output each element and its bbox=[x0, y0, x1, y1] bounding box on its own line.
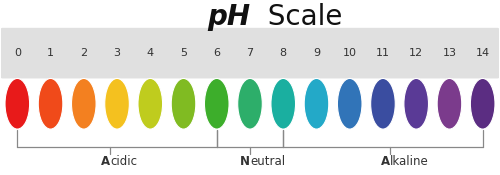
Text: 4: 4 bbox=[146, 48, 154, 58]
Text: 11: 11 bbox=[376, 48, 390, 58]
Text: 6: 6 bbox=[214, 48, 220, 58]
Text: 7: 7 bbox=[246, 48, 254, 58]
Text: A: A bbox=[102, 155, 110, 168]
Ellipse shape bbox=[38, 78, 63, 129]
Text: Scale: Scale bbox=[250, 3, 342, 31]
Text: 2: 2 bbox=[80, 48, 88, 58]
Ellipse shape bbox=[437, 78, 462, 129]
Text: 13: 13 bbox=[442, 48, 456, 58]
Ellipse shape bbox=[404, 78, 428, 129]
Ellipse shape bbox=[171, 78, 196, 129]
Text: 9: 9 bbox=[313, 48, 320, 58]
Ellipse shape bbox=[138, 78, 162, 129]
Text: 1: 1 bbox=[47, 48, 54, 58]
Ellipse shape bbox=[204, 78, 229, 129]
Text: 8: 8 bbox=[280, 48, 287, 58]
Text: 0: 0 bbox=[14, 48, 21, 58]
Text: eutral: eutral bbox=[250, 155, 285, 168]
Text: 5: 5 bbox=[180, 48, 187, 58]
Ellipse shape bbox=[238, 78, 262, 129]
Ellipse shape bbox=[338, 78, 362, 129]
Ellipse shape bbox=[72, 78, 96, 129]
Ellipse shape bbox=[470, 78, 495, 129]
Ellipse shape bbox=[370, 78, 396, 129]
Text: 10: 10 bbox=[342, 48, 356, 58]
Text: pH: pH bbox=[207, 3, 250, 31]
Text: 3: 3 bbox=[114, 48, 120, 58]
Text: lkaline: lkaline bbox=[390, 155, 428, 168]
Text: 14: 14 bbox=[476, 48, 490, 58]
Text: N: N bbox=[240, 155, 250, 168]
FancyBboxPatch shape bbox=[0, 28, 500, 78]
Ellipse shape bbox=[104, 78, 130, 129]
Text: cidic: cidic bbox=[110, 155, 138, 168]
Ellipse shape bbox=[5, 78, 29, 129]
Ellipse shape bbox=[271, 78, 295, 129]
Text: 12: 12 bbox=[409, 48, 424, 58]
Text: A: A bbox=[380, 155, 390, 168]
Ellipse shape bbox=[304, 78, 329, 129]
